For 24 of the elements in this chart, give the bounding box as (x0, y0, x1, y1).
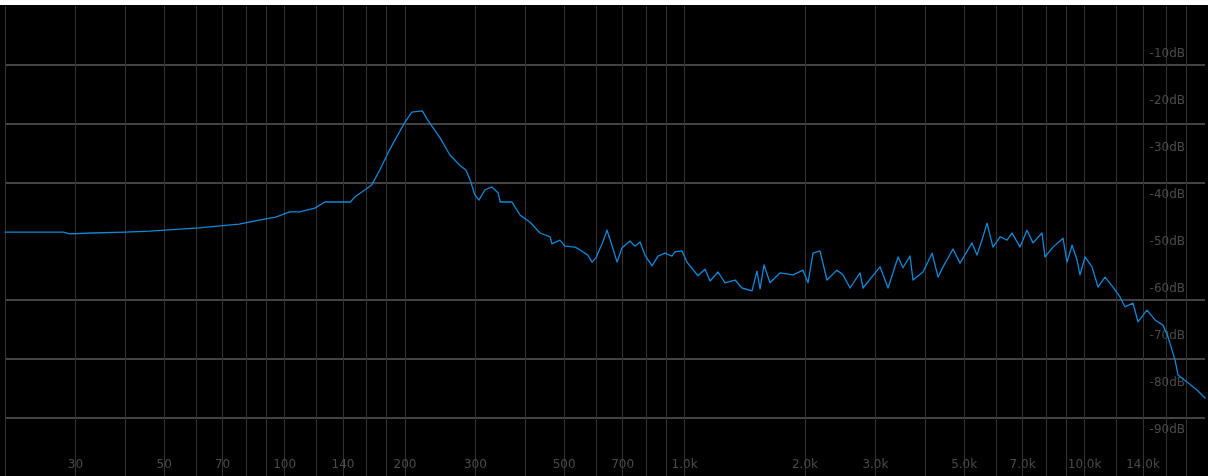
y-tick-label: -60dB (1149, 281, 1185, 295)
x-tick-label: 100 (273, 457, 297, 471)
x-tick-label: 7.0k (1009, 457, 1036, 471)
y-tick-label: -30dB (1149, 140, 1185, 154)
x-tick-label: 3.0k (862, 457, 889, 471)
x-tick-label: 2.0k (791, 457, 819, 471)
y-tick-label: -80dB (1149, 375, 1185, 389)
y-tick-label: -10dB (1149, 46, 1185, 60)
x-tick-label: 200 (393, 457, 417, 471)
y-tick-label: -50dB (1149, 234, 1185, 248)
y-tick-label: -20dB (1149, 93, 1185, 107)
x-tick-label: 140 (331, 457, 355, 471)
y-tick-label: -90dB (1149, 422, 1185, 436)
x-tick-label: 5.0k (951, 457, 978, 471)
x-tick-label: 14.0k (1126, 457, 1160, 471)
x-tick-label: 10.0k (1067, 457, 1102, 471)
x-tick-label: 70 (214, 457, 231, 471)
x-tick-label: 500 (552, 457, 576, 471)
x-tick-label: 700 (611, 457, 635, 471)
x-tick-label: 1.0k (671, 457, 698, 471)
x-tick-label: 30 (67, 457, 84, 471)
x-tick-label: 50 (156, 457, 172, 471)
y-tick-label: -40dB (1149, 187, 1185, 201)
x-tick-label: 300 (463, 457, 487, 471)
